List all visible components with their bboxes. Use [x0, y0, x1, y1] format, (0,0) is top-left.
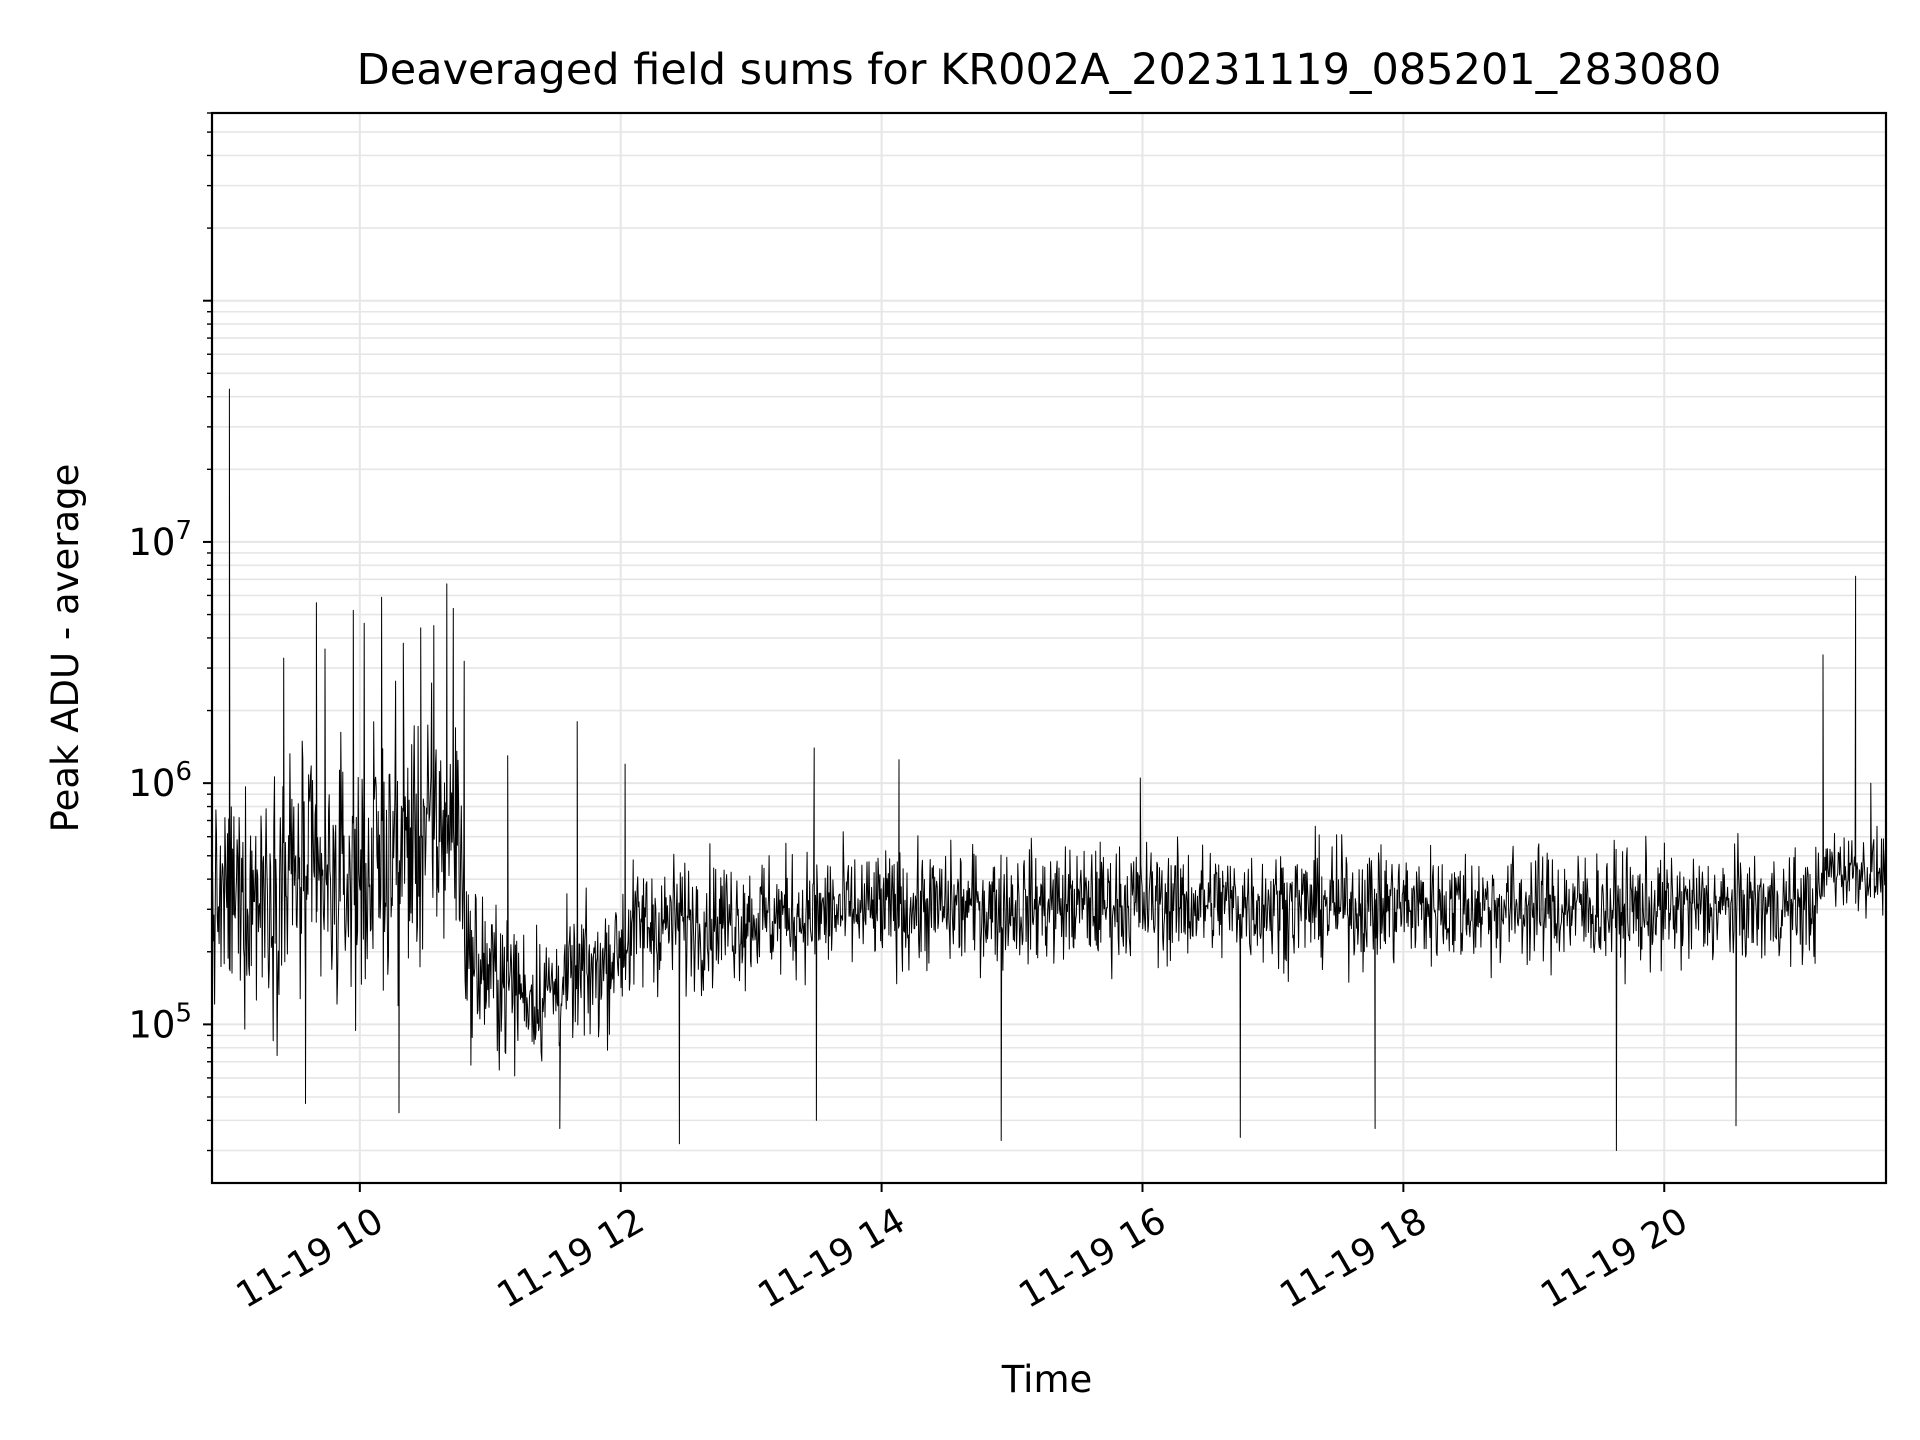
y-tick-label: 107	[128, 516, 192, 564]
y-tick-label: 105	[128, 998, 192, 1046]
y-axis-label: Peak ADU - average	[44, 464, 87, 833]
chart-title: Deaveraged field sums for KR002A_2023111…	[357, 45, 1722, 95]
x-axis-label: Time	[1001, 1358, 1093, 1401]
plot-frame	[210, 111, 1888, 1185]
series-line	[211, 388, 1887, 1151]
y-tick-label: 106	[128, 757, 192, 805]
plot-area	[211, 388, 1887, 1151]
